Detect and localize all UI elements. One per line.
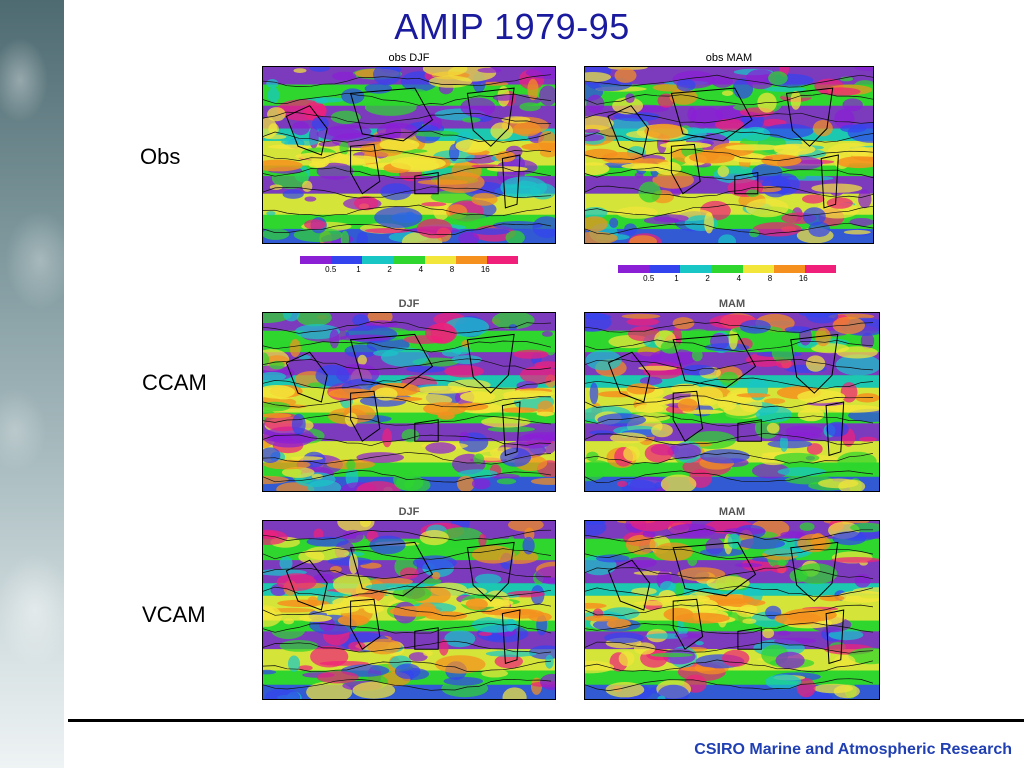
colorbar-swatch (711, 265, 743, 273)
panel-vcam-mam: MAM (584, 506, 880, 700)
colorbar-label: 0.5 (325, 265, 337, 274)
colorbar-swatch (300, 256, 332, 264)
colorbar-swatch (680, 265, 712, 273)
precip-map (262, 312, 556, 492)
colorbar-label: 1 (674, 274, 679, 283)
colorbar-label: 8 (449, 265, 455, 274)
precip-map (262, 66, 556, 244)
decorative-side-strip (0, 0, 64, 768)
footer-organization: CSIRO Marine and Atmospheric Research (694, 741, 1012, 758)
colorbar-swatch (331, 256, 363, 264)
panel-title: DJF (398, 506, 420, 518)
row-label-vcam: VCAM (142, 602, 206, 627)
colorbar-swatch (486, 256, 518, 264)
colorbar-swatch (773, 265, 805, 273)
colorbar-label: 2 (387, 265, 392, 274)
row-label-obs: Obs (140, 144, 181, 169)
panel-title: obs DJF (388, 52, 430, 64)
colorbar-swatch (455, 256, 487, 264)
panel-title: MAM (718, 298, 746, 310)
precip-map (262, 520, 556, 700)
footer-divider (68, 719, 1024, 722)
colorbar-swatch (804, 265, 836, 273)
slide-title: AMIP 1979-95 (394, 6, 630, 47)
colorbar-swatch (649, 265, 681, 273)
panel-ccam-mam: MAM (584, 298, 880, 492)
precip-map (584, 66, 874, 244)
panel-title: obs MAM (705, 52, 753, 64)
panel-vcam-djf: DJF (262, 506, 556, 700)
colorbar-swatch (393, 256, 425, 264)
panel-obs-djf: obs DJF (262, 52, 556, 244)
colorbar-label: 2 (705, 274, 710, 283)
colorbar-label: 0.5 (643, 274, 655, 283)
colorbar-swatch (742, 265, 774, 273)
panel-obs-mam: obs MAM (584, 52, 874, 244)
row-label-ccam: CCAM (142, 370, 207, 395)
colorbar-swatch (362, 256, 394, 264)
colorbar-swatch (618, 265, 650, 273)
colorbar-label: 4 (418, 265, 424, 274)
colorbar-label: 4 (736, 274, 742, 283)
colorbar-label: 1 (356, 265, 361, 274)
colorbar-obs-mam (618, 265, 836, 273)
colorbar-label: 16 (798, 274, 808, 283)
colorbar-swatch (424, 256, 456, 264)
panel-ccam-djf: DJF (262, 298, 556, 492)
precip-map (584, 520, 880, 700)
precip-map (584, 312, 880, 492)
colorbar-label: 16 (480, 265, 490, 274)
panel-title: MAM (718, 506, 746, 518)
colorbar-obs-djf (300, 256, 518, 264)
colorbar-label: 8 (767, 274, 773, 283)
panel-title: DJF (398, 298, 420, 310)
